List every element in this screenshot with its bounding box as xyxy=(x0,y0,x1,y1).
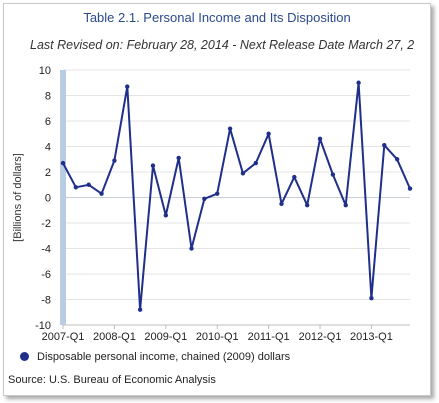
data-point[interactable] xyxy=(356,80,361,85)
data-point[interactable] xyxy=(227,126,233,131)
y-tick-label: 8 xyxy=(45,91,51,103)
chart-subtitle: Last Revised on: February 28, 2014 - Nex… xyxy=(30,38,415,52)
data-point[interactable] xyxy=(60,160,66,166)
x-tick-label: 2009-Q1 xyxy=(144,331,187,343)
y-tick-label: -2 xyxy=(41,218,51,230)
chart-frame: Table 2.1. Personal Income and Its Dispo… xyxy=(3,3,431,396)
data-point[interactable] xyxy=(163,213,169,218)
data-point[interactable] xyxy=(99,191,104,196)
x-tick-label: 2012-Q1 xyxy=(299,331,342,343)
data-point[interactable] xyxy=(112,158,117,163)
data-point[interactable] xyxy=(176,155,181,161)
y-tick-label: 0 xyxy=(45,193,51,205)
data-point[interactable] xyxy=(330,172,336,177)
x-tick-label: 2008-Q1 xyxy=(93,331,136,343)
legend-label: Disposable personal income, chained (200… xyxy=(37,351,291,363)
data-point[interactable] xyxy=(394,157,400,162)
data-point[interactable] xyxy=(150,163,156,168)
y-tick-labels: 10 8 6 4 2 0 -2 -4 -6 -8 -10 xyxy=(35,65,51,332)
data-point[interactable] xyxy=(215,191,220,196)
x-tick-labels: 2007-Q1 2008-Q1 2009-Q1 2010-Q1 2011-Q1 2012-… xyxy=(42,325,393,343)
data-point[interactable] xyxy=(407,186,413,191)
y-tick-label: -6 xyxy=(41,269,51,281)
data-point[interactable] xyxy=(292,174,297,180)
gridlines xyxy=(63,69,410,326)
data-point[interactable] xyxy=(253,160,258,166)
data-point[interactable] xyxy=(343,202,348,208)
x-tick-label: 2013-Q1 xyxy=(350,331,393,343)
data-point[interactable] xyxy=(369,296,374,301)
data-point[interactable] xyxy=(189,246,194,251)
series-layer xyxy=(60,80,413,312)
data-point[interactable] xyxy=(125,84,130,89)
x-tick-label: 2010-Q1 xyxy=(196,331,239,343)
y-tick-label: -4 xyxy=(41,244,51,256)
line-chart: 10 8 6 4 2 0 -2 -4 -6 -8 -10 2007-Q1 2008-Q1 2009-Q1… xyxy=(12,65,413,343)
chart-title: Table 2.1. Personal Income and Its Dispo… xyxy=(83,10,351,25)
y-tick-label: 10 xyxy=(39,65,51,77)
data-point[interactable] xyxy=(304,202,310,208)
y-axis-label: [Billions of dollars] xyxy=(12,153,24,242)
x-tick-label: 2011-Q1 xyxy=(248,331,290,343)
y-tick-label: 4 xyxy=(45,142,51,154)
y-axis-band xyxy=(60,70,66,325)
data-point[interactable] xyxy=(279,201,284,207)
y-tick-label: 2 xyxy=(45,167,51,179)
data-point[interactable] xyxy=(202,196,207,201)
data-point[interactable] xyxy=(266,131,271,136)
data-point[interactable] xyxy=(73,185,79,190)
data-point[interactable] xyxy=(137,307,143,312)
data-point[interactable] xyxy=(240,171,246,176)
data-point[interactable] xyxy=(317,136,323,142)
legend: Disposable personal income, chained (200… xyxy=(20,351,290,363)
x-tick-label: 2007-Q1 xyxy=(42,331,85,343)
y-tick-label: -10 xyxy=(35,320,51,332)
series-line xyxy=(62,81,411,311)
data-point[interactable] xyxy=(86,182,91,187)
data-point[interactable] xyxy=(382,143,387,148)
y-tick-label: 6 xyxy=(45,116,51,128)
source-note: Source: U.S. Bureau of Economic Analysis xyxy=(8,374,216,386)
y-tick-label: -8 xyxy=(41,295,51,307)
legend-marker xyxy=(20,352,29,361)
